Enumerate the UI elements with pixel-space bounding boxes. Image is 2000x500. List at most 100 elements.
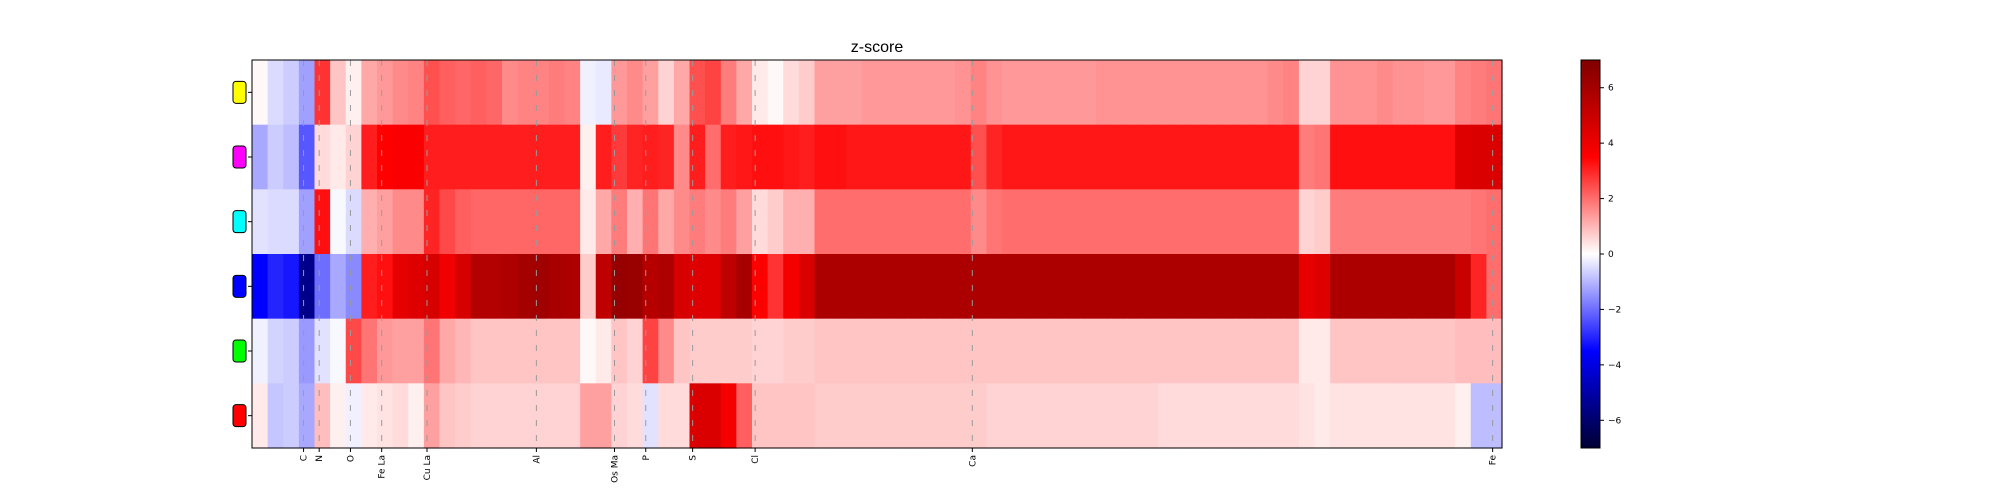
- heatmap-cell: [1283, 124, 1300, 190]
- heatmap-cell: [720, 383, 737, 449]
- row-marker-swatch: [232, 210, 247, 234]
- heatmap-cell: [611, 124, 628, 190]
- heatmap-cell: [1127, 318, 1144, 384]
- heatmap-cell: [439, 60, 456, 126]
- heatmap-cell: [908, 124, 925, 190]
- heatmap-cell: [330, 60, 347, 126]
- heatmap-cell: [1033, 189, 1050, 255]
- x-tick-label: S: [689, 455, 699, 461]
- heatmap-cell: [298, 318, 316, 384]
- row-marker-swatch: [232, 339, 247, 363]
- heatmap-cell: [798, 318, 816, 384]
- heatmap-cell: [798, 189, 816, 255]
- heatmap-cell: [1361, 189, 1378, 255]
- heatmap-cell: [439, 124, 456, 190]
- heatmap-cell: [845, 60, 862, 126]
- heatmap-cell: [1298, 124, 1316, 190]
- heatmap-cell: [642, 318, 659, 384]
- heatmap-cell: [1314, 318, 1331, 384]
- x-tick-label: Os Ma: [611, 455, 621, 483]
- heatmap-cell: [1361, 318, 1378, 384]
- heatmap-cell: [580, 60, 597, 126]
- heatmap-cell: [1127, 189, 1144, 255]
- heatmap-cell: [564, 60, 581, 126]
- heatmap-cell: [1064, 383, 1081, 449]
- heatmap-cell: [1298, 318, 1316, 384]
- heatmap-cell: [1377, 189, 1394, 255]
- heatmap-cell: [252, 60, 269, 126]
- heatmap-cell: [970, 318, 987, 384]
- heatmap-cell: [1111, 318, 1128, 384]
- heatmap-cell: [1439, 383, 1456, 449]
- heatmap-cell: [798, 60, 816, 126]
- heatmap-cell: [1392, 383, 1409, 449]
- heatmap-cell: [595, 189, 612, 255]
- heatmap-cell: [1033, 383, 1050, 449]
- heatmap-cell: [752, 124, 769, 190]
- heatmap-cell: [783, 60, 800, 126]
- heatmap-cell: [1127, 60, 1144, 126]
- heatmap-cell: [470, 189, 487, 255]
- heatmap-cell: [1330, 189, 1347, 255]
- heatmap-cell: [298, 124, 316, 190]
- heatmap-cell: [1408, 383, 1425, 449]
- heatmap-cell: [1173, 318, 1191, 384]
- x-tick-label: C: [300, 455, 310, 461]
- heatmap-cell: [908, 318, 925, 384]
- heatmap-cell: [939, 254, 956, 320]
- colorbar-tick-label: 2: [1608, 195, 1614, 205]
- heatmap-cell: [923, 60, 941, 126]
- heatmap-cell: [720, 60, 737, 126]
- heatmap-cell: [892, 254, 909, 320]
- heatmap-cell: [1252, 124, 1269, 190]
- colorbar-tick-label: −6: [1608, 416, 1622, 426]
- heatmap-cell: [423, 383, 441, 449]
- heatmap-cell: [486, 383, 503, 449]
- heatmap-cell: [252, 189, 269, 255]
- heatmap-cell: [1205, 60, 1222, 126]
- heatmap-cell: [1470, 124, 1487, 190]
- heatmap-cell: [830, 318, 847, 384]
- chart-title: z-score: [851, 39, 904, 56]
- heatmap-cell: [642, 254, 659, 320]
- heatmap-cell: [1455, 124, 1472, 190]
- heatmap-cell: [611, 318, 628, 384]
- heatmap-cell: [892, 124, 909, 190]
- heatmap-cell: [1189, 254, 1206, 320]
- heatmap-cell: [580, 124, 597, 190]
- heatmap-cell: [986, 124, 1003, 190]
- heatmap-cell: [830, 124, 847, 190]
- heatmap-cell: [845, 124, 862, 190]
- heatmap-cell: [1048, 60, 1066, 126]
- heatmap-cell: [392, 383, 409, 449]
- heatmap-cell: [861, 60, 878, 126]
- heatmap-cell: [705, 60, 722, 126]
- heatmap-cell: [1173, 254, 1191, 320]
- heatmap-cell: [767, 383, 784, 449]
- heatmap-cell: [1470, 383, 1487, 449]
- heatmap-cell: [580, 189, 597, 255]
- heatmap-cell: [439, 318, 456, 384]
- heatmap-cell: [814, 383, 831, 449]
- heatmap-cell: [1189, 189, 1206, 255]
- heatmap-cell: [533, 318, 550, 384]
- heatmap-cell: [752, 318, 769, 384]
- heatmap-cell: [1314, 189, 1331, 255]
- heatmap-cell: [1017, 124, 1034, 190]
- heatmap-cell: [814, 60, 831, 126]
- heatmap-cell: [1127, 124, 1144, 190]
- heatmap-cell: [1283, 60, 1300, 126]
- heatmap-cell: [658, 124, 675, 190]
- heatmap-cell: [455, 124, 472, 190]
- heatmap-cell: [736, 318, 753, 384]
- x-tick-label: O: [346, 455, 356, 462]
- heatmap-cell: [392, 189, 409, 255]
- row-marker-swatch: [232, 404, 247, 428]
- heatmap-cell: [845, 318, 862, 384]
- heatmap-cell: [1283, 189, 1300, 255]
- heatmap-cell: [408, 383, 425, 449]
- heatmap-cell: [892, 318, 909, 384]
- x-tick-label: Cu La: [423, 455, 433, 480]
- heatmap-cell: [267, 383, 284, 449]
